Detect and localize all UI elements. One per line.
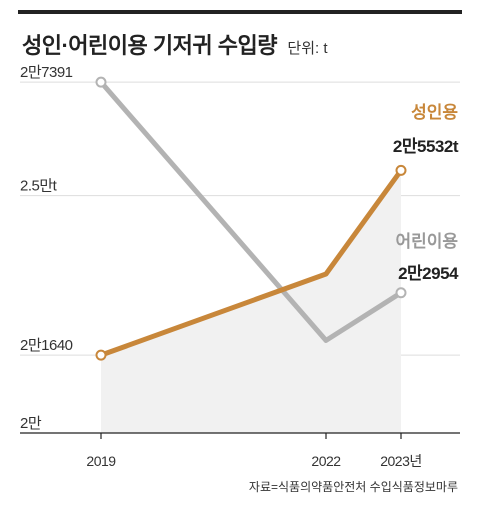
unit-label: 단위: t — [287, 40, 328, 57]
series-end-value-label: 2만2954 — [398, 264, 459, 283]
series-end-value-label: 2만5532t — [393, 137, 459, 156]
series-name-label: 성인용 — [411, 103, 458, 122]
data-point-marker — [95, 349, 107, 361]
data-point-marker — [395, 287, 407, 299]
x-tick-label: 2019 — [86, 453, 116, 469]
y-tick-label: 2만1640 — [20, 337, 73, 354]
series-name-label: 어린이용 — [395, 232, 458, 251]
source-note: 자료=식품의약품안전처 수입식품정보마루 — [248, 480, 458, 494]
data-point-marker — [95, 76, 107, 88]
y-tick-label: 2만 — [20, 415, 42, 432]
title-row: 성인·어린이용 기저귀 수입량 단위: t — [22, 28, 328, 60]
x-tick-label: 2023년 — [380, 453, 422, 469]
x-tick-label: 2022 — [311, 453, 341, 469]
series-line — [98, 79, 404, 343]
chart-title: 성인·어린이용 기저귀 수입량 — [22, 33, 277, 58]
series-line — [98, 167, 404, 358]
y-tick-label: 2.5만t — [20, 178, 58, 195]
data-point-marker — [395, 164, 407, 176]
y-tick-label: 2만7391 — [20, 64, 73, 81]
top-rule — [18, 10, 462, 14]
